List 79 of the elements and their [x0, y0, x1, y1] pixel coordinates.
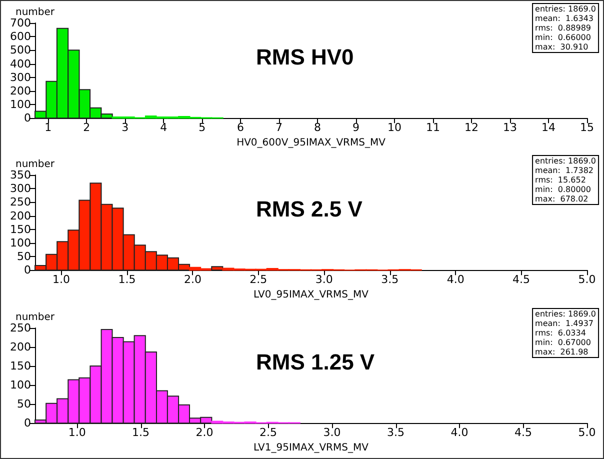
annotation: rms: 0.88989: [535, 23, 592, 32]
y-tick-label: 200: [10, 210, 31, 223]
y-tick-label: 150: [10, 359, 31, 372]
x-tick-label: 3.5: [387, 426, 405, 439]
y-tick-label: 600: [10, 30, 31, 44]
y-tick-label: 0: [24, 264, 31, 277]
x-tick-label: 2.5: [260, 426, 278, 439]
text: mean: 1.6343: [535, 14, 594, 23]
x-tick-label: 1.0: [68, 426, 86, 439]
x-tick-label: 8: [314, 121, 322, 134]
y-tick-label: 50: [17, 250, 31, 264]
x-axis-title: HV0_600V_95IMAX_VRMS_MV: [236, 138, 386, 148]
x-tick-label: 1: [44, 121, 52, 134]
annotation: max: 678.02: [535, 194, 588, 204]
x-tick-label: 1.0: [52, 273, 70, 286]
annotation: min: 0.66000: [535, 32, 591, 42]
x-tick-label: 13: [503, 121, 518, 134]
y-tick-label: 250: [10, 196, 31, 209]
x-tick-label: 11: [426, 121, 440, 134]
y-tick-label: 150: [10, 223, 31, 236]
text: entries: 1869.0: [535, 4, 596, 14]
y-axis-title: number: [15, 159, 56, 170]
x-tick-label: 4.0: [446, 273, 464, 286]
y-tick-label: 0: [24, 112, 31, 125]
x-tick-label: 7: [276, 121, 283, 134]
text: RMS 2.5 V: [256, 196, 363, 222]
annotation: max: 261.98: [535, 346, 588, 356]
text: entries: 1869.0: [535, 308, 596, 318]
x-tick-label: 5: [198, 121, 206, 134]
x-tick-label: 12: [464, 121, 479, 134]
y-tick-label: 100: [10, 378, 31, 392]
x-tick-label: 2.0: [196, 426, 214, 439]
y-tick-label: 200: [10, 84, 31, 98]
text: entries: 1869.0: [535, 156, 596, 166]
x-tick-label: 5.0: [578, 426, 596, 439]
annotation: rms: 15.652: [535, 176, 586, 185]
x-tick-label: 2.5: [250, 273, 268, 286]
y-tick-label: 300: [10, 182, 31, 196]
x-tick-label: 3.0: [315, 273, 333, 286]
y-tick-label: 300: [10, 70, 31, 84]
x-tick-label: 4: [160, 121, 168, 134]
x-tick-label: 3.0: [323, 426, 341, 439]
annotation: min: 0.80000: [535, 185, 591, 194]
x-tick-label: 10: [388, 121, 402, 134]
y-tick-label: 100: [10, 98, 31, 112]
text: RMS HV0: [256, 44, 354, 70]
x-tick-label: 4.0: [450, 426, 468, 439]
y-tick-label: 200: [10, 340, 31, 354]
y-tick-label: 0: [24, 416, 31, 430]
y-axis-title: number: [15, 312, 56, 323]
x-tick-label: 15: [580, 121, 594, 134]
x-axis-title: LV1_95IMAX_VRMS_MV: [254, 442, 369, 454]
x-tick-label: 4.5: [514, 426, 532, 439]
y-tick-label: 400: [10, 57, 31, 70]
x-tick-label: 1.5: [118, 273, 136, 286]
y-tick-label: 500: [10, 44, 31, 57]
x-axis-title: LV0_95IMAX_VRMS_MV: [254, 290, 369, 301]
x-tick-label: 5.0: [578, 273, 596, 286]
x-tick-label: 2.0: [184, 273, 202, 286]
x-tick-label: 6: [237, 121, 244, 134]
text: mean: 1.7382: [535, 166, 594, 176]
y-axis-title: number: [15, 7, 56, 18]
x-tick-label: 14: [542, 121, 556, 134]
y-tick-label: 250: [10, 321, 31, 334]
x-tick-label: 3.5: [381, 273, 399, 286]
text: RMS 1.25 V: [256, 349, 375, 374]
y-tick-label: 350: [10, 168, 31, 182]
annotation: rms: 6.0334: [535, 328, 586, 337]
x-tick-label: 1.5: [132, 426, 150, 439]
x-tick-label: 2: [83, 121, 90, 134]
y-tick-label: 700: [10, 16, 31, 30]
annotation: min: 0.67000: [535, 337, 591, 346]
x-tick-label: 4.5: [512, 273, 530, 286]
y-tick-label: 50: [17, 397, 31, 410]
x-tick-label: 9: [352, 121, 360, 134]
text: mean: 1.4937: [535, 318, 594, 328]
y-tick-label: 100: [10, 236, 31, 250]
x-tick-label: 3: [122, 121, 129, 134]
annotation: max: 30.910: [535, 42, 588, 52]
